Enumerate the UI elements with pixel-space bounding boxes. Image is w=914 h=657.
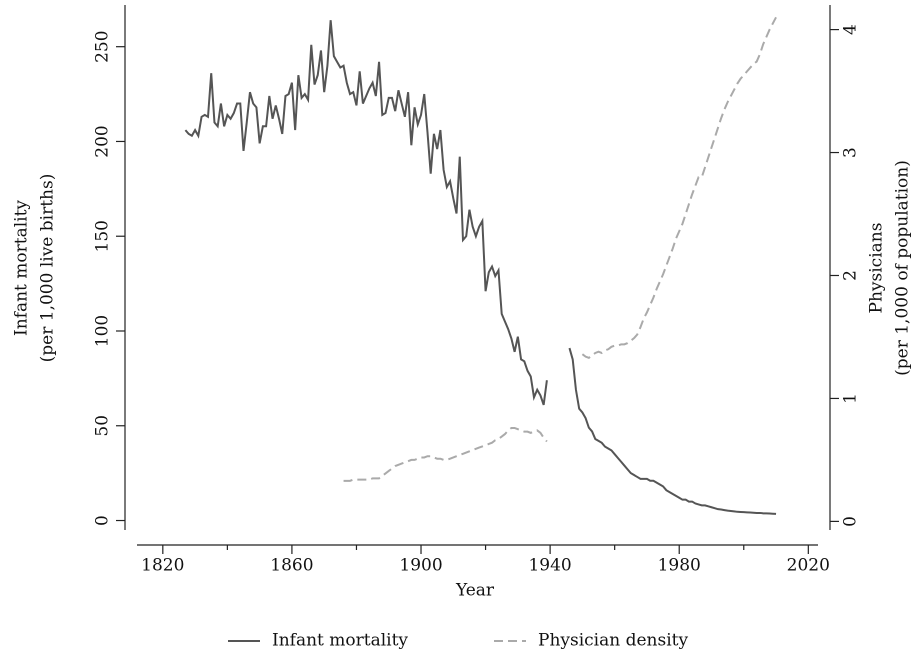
legend-label: Physician density — [538, 631, 688, 651]
x-tick-label: 1940 — [528, 556, 571, 576]
y-tick-label: 150 — [93, 220, 113, 252]
y2-axis-title: Physicians — [867, 223, 887, 314]
y2-tick-label: 4 — [841, 24, 861, 35]
y2-tick-label: 2 — [841, 270, 861, 281]
y-tick-label: 200 — [93, 125, 113, 157]
data-line — [343, 16, 777, 482]
legend-label: Infant mortality — [272, 631, 408, 651]
y2-tick-label: 1 — [841, 393, 861, 404]
data-line — [184, 20, 777, 515]
x-tick-label: 1860 — [270, 556, 313, 576]
y-tick-label: 0 — [93, 515, 113, 526]
y2-tick-label: 3 — [841, 147, 861, 158]
x-tick-label: 1900 — [399, 556, 442, 576]
y2-tick-label: 0 — [841, 516, 861, 527]
y-axis-title: (per 1,000 live births) — [38, 174, 58, 363]
y2-axis-title: (per 1,000 of population) — [893, 160, 913, 376]
x-axis-title: Year — [455, 581, 495, 601]
y-tick-label: 100 — [93, 315, 113, 347]
x-tick-label: 1980 — [658, 556, 701, 576]
x-tick-label: 1820 — [141, 556, 184, 576]
y-tick-label: 250 — [93, 30, 113, 62]
y-tick-label: 50 — [93, 415, 113, 437]
x-tick-label: 2020 — [787, 556, 830, 576]
y-axis-title: Infant mortality — [12, 200, 32, 336]
